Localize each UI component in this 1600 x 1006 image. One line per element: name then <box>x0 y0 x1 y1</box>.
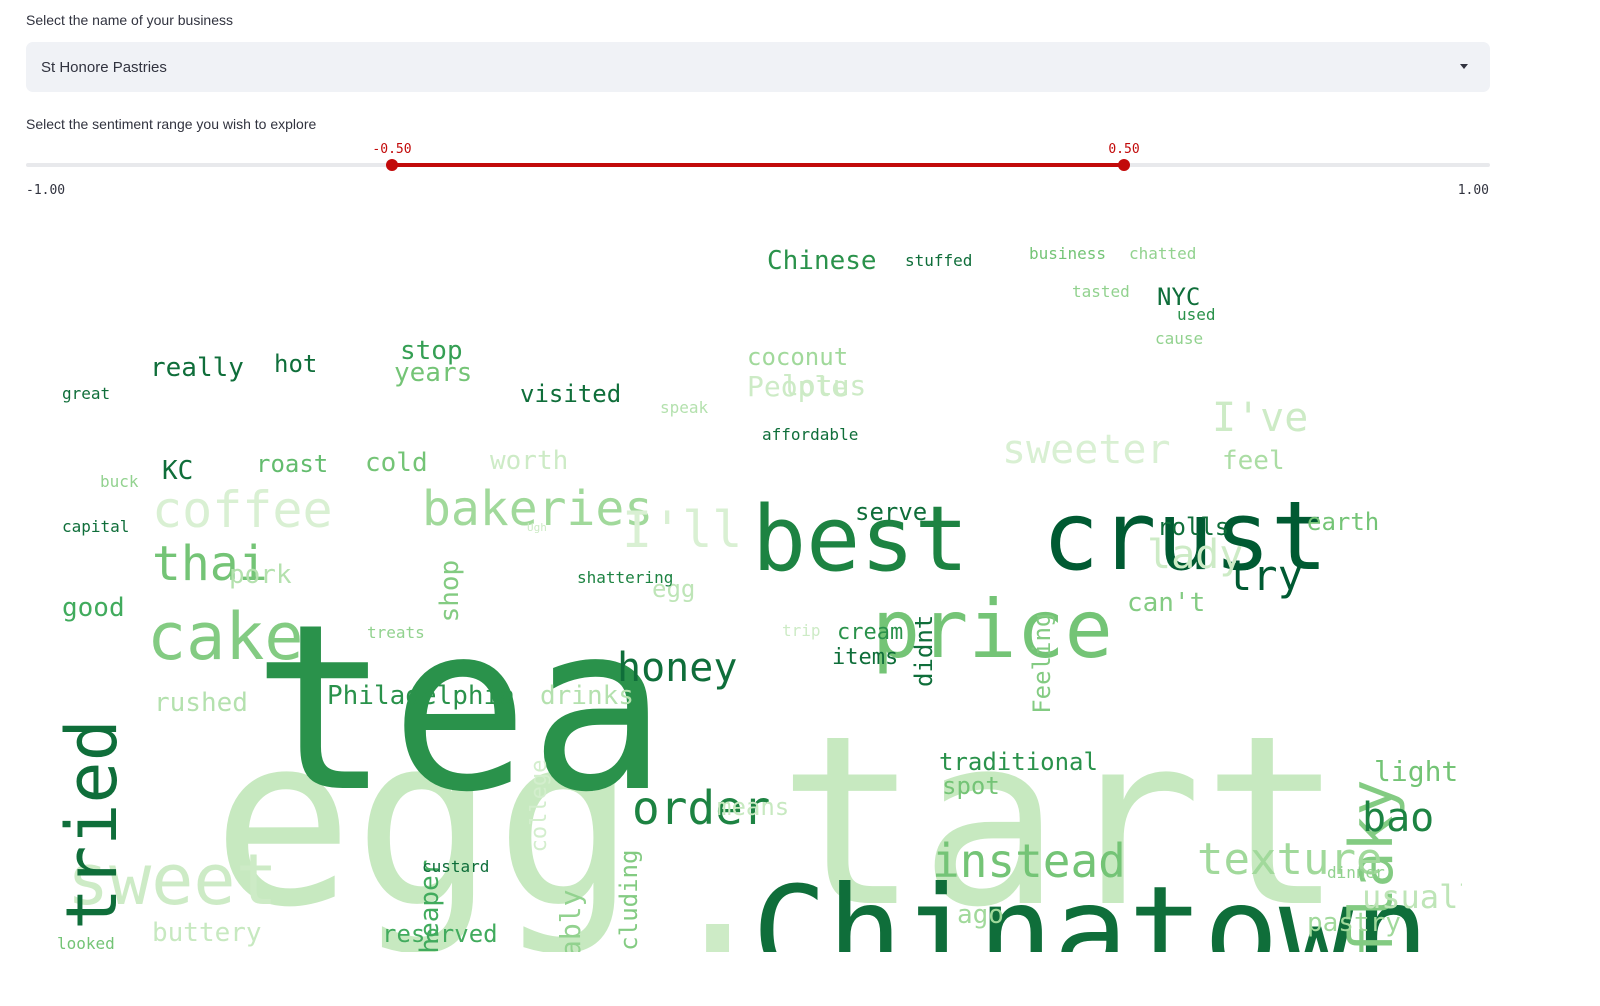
wordcloud-word: I'll <box>622 501 743 559</box>
sentiment-slider-label: Select the sentiment range you wish to e… <box>26 116 317 132</box>
wordcloud-word: feel <box>1222 446 1285 476</box>
business-select-label: Select the name of your business <box>26 12 234 28</box>
slider-min-label: -1.00 <box>26 183 66 198</box>
wordcloud-word: order <box>632 781 771 835</box>
wordcloud-word: NYC <box>1157 283 1201 311</box>
wordcloud-word: speak <box>660 398 709 417</box>
wordcloud-word: cause <box>1155 329 1204 348</box>
slider-low-handle[interactable] <box>386 159 398 171</box>
wordcloud-word: rushed <box>154 688 248 718</box>
wordcloud-word: usually <box>1362 878 1462 916</box>
wordcloud-word: price <box>872 583 1113 676</box>
sentiment-wordcloud: egg tartwentteaChinatownplacebestcrustpr… <box>52 240 1462 952</box>
wordcloud-word: thai <box>152 536 268 592</box>
sentiment-slider-selected-range <box>392 163 1124 167</box>
wordcloud-word: items <box>832 645 899 670</box>
wordcloud-word: lady <box>1147 532 1244 578</box>
wordcloud-word: Ugh <box>527 521 547 534</box>
wordcloud-word: reserved <box>382 920 498 948</box>
slider-high-handle[interactable] <box>1118 159 1130 171</box>
wordcloud-word: business <box>1029 244 1107 263</box>
wordcloud-word: light <box>1374 755 1459 788</box>
wordcloud-word: bao <box>1362 795 1435 841</box>
wordcloud-word: including <box>615 849 643 952</box>
wordcloud-word: earth <box>1307 508 1380 536</box>
wordcloud-word: People <box>747 370 849 403</box>
wordcloud-word: didnt <box>910 614 938 687</box>
wordcloud-word: egg tart <box>212 686 1344 952</box>
wordcloud-word: egg <box>652 575 696 603</box>
wordcloud-word: rolls <box>1157 513 1230 541</box>
wordcloud-word: ago <box>957 900 1004 930</box>
wordcloud-word: can't <box>1127 588 1206 618</box>
wordcloud-word: cream <box>837 620 904 645</box>
wordcloud-word: years <box>394 358 473 388</box>
wordcloud-word: honey <box>617 645 738 691</box>
wordcloud-word: really <box>150 353 244 383</box>
chevron-down-icon[interactable] <box>1460 64 1468 69</box>
wordcloud-word: chatted <box>1129 244 1197 263</box>
wordcloud-word: bakeries <box>422 481 654 537</box>
wordcloud-word: sweeter <box>1002 427 1171 473</box>
wordcloud-word: capital <box>62 517 130 536</box>
slider-max-label: 1.00 <box>1457 183 1489 198</box>
wordcloud-word: lotus <box>782 369 867 402</box>
wordcloud-word: college <box>527 759 552 853</box>
wordcloud-word: good <box>62 593 125 623</box>
wordcloud-word: coffee <box>152 481 333 539</box>
slider-low-value: -0.50 <box>372 142 412 157</box>
wordcloud-word: traditional <box>939 748 1098 776</box>
wordcloud-word: roast <box>256 450 329 478</box>
wordcloud-word: try <box>1227 551 1303 600</box>
wordcloud-word: stop <box>400 336 463 366</box>
wordcloud-word: dinner <box>1327 863 1385 882</box>
wordcloud-word: tasted <box>1072 282 1130 301</box>
wordcloud-word: coconut <box>747 343 849 371</box>
wordcloud-word: instead <box>932 834 1126 888</box>
slider-high-value: 0.50 <box>1108 142 1140 157</box>
wordcloud-word: tea <box>252 576 668 843</box>
wordcloud-word: shop <box>435 559 465 623</box>
wordcloud-word: great <box>62 384 111 403</box>
wordcloud-word: Chinatown <box>752 860 1430 952</box>
wordcloud-word: texture <box>1197 834 1383 885</box>
wordcloud-word: Arguably <box>554 890 587 952</box>
wordcloud-word: looked <box>57 934 115 952</box>
wordcloud-word: buck <box>100 472 139 491</box>
wordcloud-word: hot <box>274 350 318 378</box>
wordcloud-word: Chinese <box>767 246 877 276</box>
wordcloud-word: treats <box>367 623 425 642</box>
wordcloud-word: Philadelphia <box>327 681 515 711</box>
wordcloud-word: tried <box>52 719 133 930</box>
wordcloud-word: sweet <box>67 839 278 921</box>
wordcloud-word: stuffed <box>905 251 973 270</box>
wordcloud-word: went <box>192 888 806 952</box>
wordcloud-word: worth <box>490 446 569 476</box>
business-select-value: St Honore Pastries <box>41 58 167 76</box>
wordcloud-word: crust <box>1042 482 1328 592</box>
wordcloud-word: best <box>752 487 969 592</box>
wordcloud-word: means <box>717 793 790 821</box>
wordcloud-word: cake <box>147 600 304 675</box>
wordcloud-word: I've <box>1212 395 1309 441</box>
wordcloud-word: affordable <box>762 425 859 444</box>
wordcloud-word: shattering <box>577 568 674 587</box>
wordcloud-word: serve <box>855 498 928 526</box>
wordcloud-word: used <box>1177 305 1216 324</box>
wordcloud-word: spot <box>942 772 1000 800</box>
wordcloud-word: trip <box>782 621 821 640</box>
wordcloud-word: Feeling <box>1028 612 1056 714</box>
business-select[interactable]: St Honore Pastries <box>26 42 1490 92</box>
wordcloud-word: visited <box>520 380 622 408</box>
wordcloud-word: pork <box>229 560 292 590</box>
wordcloud-word: drinks <box>540 681 634 711</box>
wordcloud-word: buttery <box>152 918 262 948</box>
wordcloud-word: custard <box>422 857 490 876</box>
wordcloud-word: pastry <box>1307 908 1401 938</box>
wordcloud-word: cold <box>365 448 428 478</box>
wordcloud-word: KC <box>162 456 194 486</box>
